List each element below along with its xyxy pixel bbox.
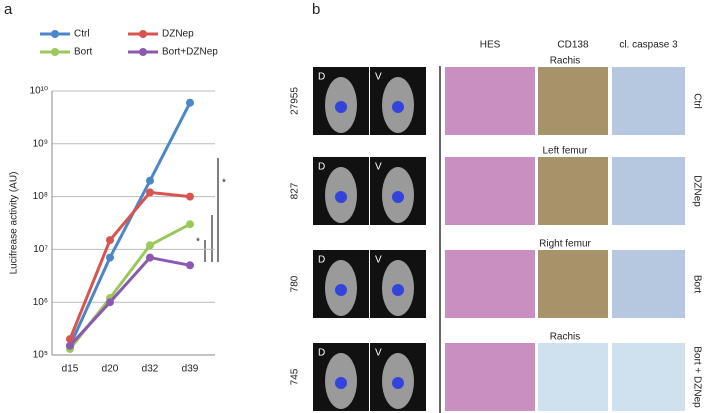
- signal: [392, 191, 404, 203]
- x-tick-label: d32: [142, 364, 159, 375]
- point: [186, 220, 194, 229]
- column-header: cl. caspase 3: [619, 40, 678, 51]
- panel-label: b: [312, 1, 320, 18]
- point: [146, 188, 154, 197]
- point: [186, 261, 194, 270]
- signal: [392, 101, 404, 113]
- histology-image: [612, 157, 685, 225]
- view-label: V: [375, 255, 382, 266]
- group-label: Ctrl: [691, 93, 702, 109]
- histology-image: [538, 343, 608, 411]
- x-tick-label: d20: [102, 364, 119, 375]
- legend-marker: [51, 48, 59, 56]
- histology-image: [445, 250, 535, 318]
- y-tick-label: 10⁵: [33, 350, 48, 361]
- series-line: [68, 255, 191, 347]
- y-tick-label: 10⁶: [33, 297, 48, 308]
- histology-image: [445, 67, 535, 135]
- point: [146, 241, 154, 250]
- view-label: V: [375, 72, 382, 83]
- mouse-id: 745: [290, 368, 301, 385]
- column-header: HES: [480, 40, 501, 51]
- column-header: CD138: [557, 40, 589, 51]
- annotation: *: [222, 178, 226, 189]
- histology-image: [612, 67, 685, 135]
- view-label: V: [375, 348, 382, 359]
- histology-image: [612, 343, 685, 411]
- y-tick-label: 10⁷: [33, 244, 48, 255]
- signal: [335, 284, 347, 296]
- group-label: DZNep: [691, 175, 702, 207]
- y-tick-label: 10⁸: [33, 191, 48, 202]
- y-tick-label: 10¹⁰: [30, 86, 48, 97]
- legend-label: Bort: [74, 47, 93, 58]
- view-label: D: [318, 348, 325, 359]
- group-label: Bort + DZNep: [691, 346, 702, 408]
- annotation: *: [196, 237, 200, 248]
- histology-image: [612, 250, 685, 318]
- point: [106, 253, 114, 262]
- point: [146, 176, 154, 185]
- point: [106, 298, 114, 307]
- histology-image: [445, 157, 535, 225]
- histology-image: [538, 157, 608, 225]
- signal: [335, 377, 347, 389]
- x-tick-label: d15: [62, 364, 79, 375]
- mouse-id: 827: [290, 182, 301, 199]
- signal: [392, 377, 404, 389]
- view-label: D: [318, 72, 325, 83]
- point: [106, 236, 114, 245]
- series-line: [68, 102, 192, 347]
- signal: [392, 284, 404, 296]
- view-label: V: [375, 162, 382, 173]
- group-label: Bort: [691, 275, 702, 294]
- view-label: D: [318, 162, 325, 173]
- signal: [335, 191, 347, 203]
- site-label: Rachis: [550, 56, 581, 67]
- mouse-id: 27955: [290, 87, 301, 115]
- legend-marker: [51, 30, 59, 38]
- series-line: [68, 222, 191, 350]
- histology-image: [538, 250, 608, 318]
- legend-marker: [139, 30, 147, 38]
- site-label: Left femur: [542, 146, 588, 157]
- legend-label: Ctrl: [74, 29, 90, 40]
- point: [66, 341, 74, 350]
- point: [186, 98, 194, 107]
- legend-label: Bort+DZNep: [162, 47, 218, 58]
- histology-image: [445, 343, 535, 411]
- site-label: Rachis: [550, 332, 581, 343]
- point: [146, 253, 154, 262]
- site-label: Right femur: [539, 239, 591, 250]
- x-tick-label: d39: [182, 364, 199, 375]
- series-line: [68, 190, 191, 340]
- y-axis-label: Lucifrease activity (AU): [9, 172, 20, 275]
- histology-image: [538, 67, 608, 135]
- point: [66, 335, 74, 344]
- point: [186, 192, 194, 201]
- mouse-id: 780: [290, 275, 301, 292]
- legend-label: DZNep: [162, 29, 194, 40]
- panel-label: a: [4, 1, 13, 18]
- signal: [335, 101, 347, 113]
- legend-marker: [139, 48, 147, 56]
- view-label: D: [318, 255, 325, 266]
- y-tick-label: 10⁹: [33, 138, 48, 149]
